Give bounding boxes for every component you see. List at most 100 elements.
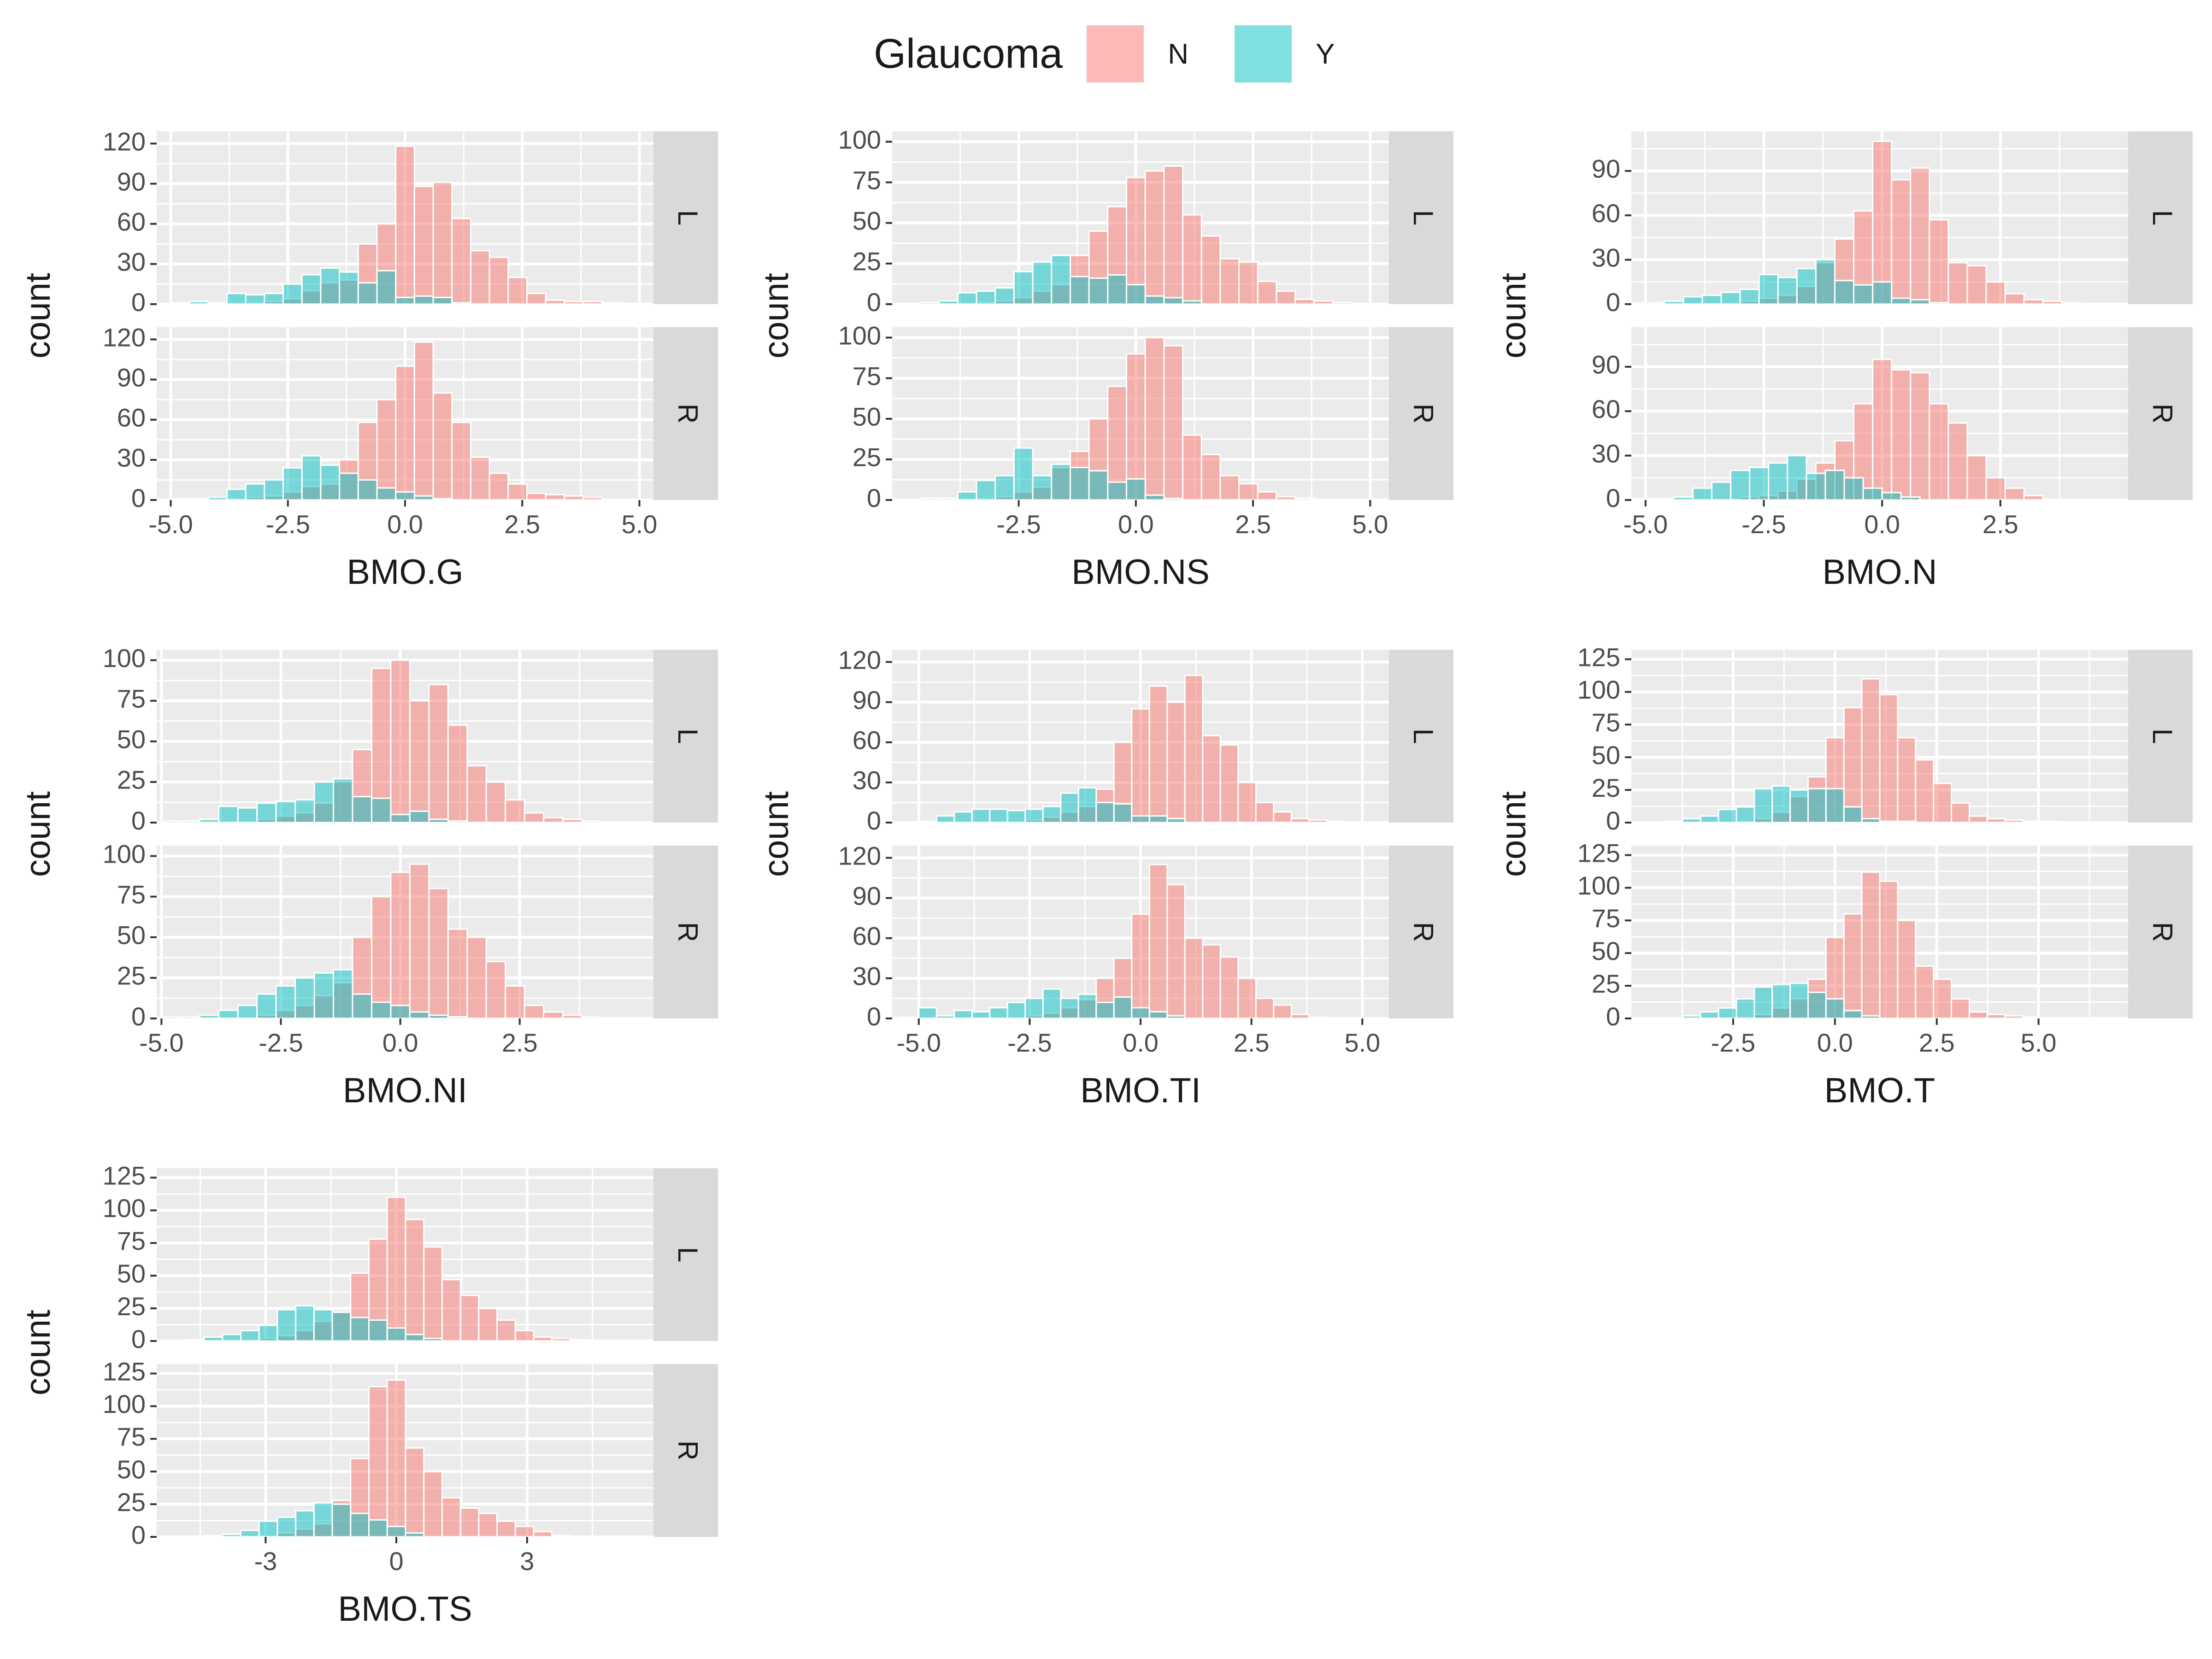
bar-n xyxy=(423,1471,443,1538)
bar-y xyxy=(1069,467,1090,501)
bar-n xyxy=(470,456,490,501)
bar-y xyxy=(1006,810,1026,824)
bar-y xyxy=(1789,982,1809,1019)
legend-title: Glaucoma xyxy=(874,30,1063,77)
x-tick-label: 2.5 xyxy=(1234,1028,1270,1057)
bar-y xyxy=(1777,276,1798,305)
bar-n xyxy=(545,494,565,501)
bar-y xyxy=(1042,806,1062,824)
bar-n xyxy=(1933,978,1953,1019)
x-tick-label: -3 xyxy=(254,1547,277,1576)
bar-n xyxy=(1872,141,1893,305)
bar-n xyxy=(1200,235,1221,305)
y-tick-label: 0 xyxy=(131,1002,146,1031)
bar-n xyxy=(395,145,415,305)
bar-n xyxy=(524,812,545,824)
bar-n xyxy=(376,399,397,501)
bar-y xyxy=(294,799,315,824)
bar-y xyxy=(1042,988,1062,1019)
facet-l: 0 25 50 75 100 125 L xyxy=(103,1161,718,1353)
bar-y xyxy=(1032,261,1053,305)
bar-y xyxy=(1861,1015,1881,1019)
bar-y xyxy=(199,818,220,824)
bar-y xyxy=(976,290,996,305)
bar-n xyxy=(386,1379,406,1538)
chart-bmo-ni: 0 25 50 75 100 L 0 25 50 75 100 R -5.0 -2.5 0.0 2.5 BMO.… xyxy=(18,643,718,1110)
bar-y xyxy=(320,464,341,501)
bar-n xyxy=(1163,345,1184,501)
facet-l: 0 25 50 75 100 125 L xyxy=(1577,642,2193,835)
bar-y xyxy=(1735,806,1755,824)
x-tick-label: -2.5 xyxy=(1711,1028,1756,1057)
y-axis-title: count xyxy=(757,791,796,877)
bar-n xyxy=(1326,820,1346,824)
y-tick-label: 25 xyxy=(1592,969,1620,998)
bar-y xyxy=(1060,792,1079,824)
bar-n xyxy=(1276,290,1296,305)
y-tick-label: 60 xyxy=(853,726,881,755)
bar-y xyxy=(245,294,265,305)
bar-y xyxy=(1024,997,1044,1019)
bar-y xyxy=(1807,991,1827,1019)
bar-n xyxy=(514,1525,535,1538)
x-tick-label: 0.0 xyxy=(1118,510,1154,539)
bar-y xyxy=(368,1319,388,1342)
y-tick-label: 30 xyxy=(853,962,881,991)
bar-n xyxy=(1219,475,1240,501)
facet-strip-label: L xyxy=(2147,729,2178,744)
bar-y xyxy=(1664,820,1683,824)
bar-y xyxy=(1125,284,1146,305)
x-tick-label: 5.0 xyxy=(1344,1028,1380,1057)
chart-bmo-t: 0 25 50 75 100 125 L 0 25 50 75 100 125 R -2.5 0.0 2.5 5.… xyxy=(1494,642,2193,1110)
bar-y xyxy=(1711,481,1732,501)
y-tick-label: 50 xyxy=(1592,741,1620,770)
facet-r: 0 25 50 75 100 R xyxy=(838,321,1453,512)
bar-n xyxy=(562,1014,583,1019)
bar-n xyxy=(1219,744,1239,824)
bar-y xyxy=(199,1014,220,1019)
bar-n xyxy=(1897,737,1917,824)
bar-n xyxy=(2004,487,2025,501)
y-tick-label: 0 xyxy=(1606,806,1620,835)
y-tick-label: 50 xyxy=(117,725,146,754)
x-tick-label: 0.0 xyxy=(1864,510,1900,539)
bar-y xyxy=(1635,498,1656,501)
bar-y xyxy=(276,1309,297,1342)
bar-n xyxy=(466,936,487,1019)
bar-y xyxy=(1131,1007,1150,1019)
bar-y xyxy=(376,270,397,305)
y-tick-label: 0 xyxy=(867,1002,881,1031)
y-tick-label: 25 xyxy=(853,247,881,276)
bar-n xyxy=(2004,819,2024,824)
y-tick-label: 25 xyxy=(117,1292,146,1321)
bar-y xyxy=(256,993,277,1019)
bar-n xyxy=(413,341,434,501)
facet-strip-label: L xyxy=(672,1247,703,1262)
chart-bmo-ti: 0 30 60 90 120 L 0 30 60 90 120 R -5.0 -2.5 0.0 2.5 5.0 B… xyxy=(757,645,1453,1110)
bar-y xyxy=(1088,470,1109,501)
bar-n xyxy=(485,781,506,824)
bar-y xyxy=(1853,284,1874,305)
y-tick-label: 25 xyxy=(117,1488,146,1517)
bar-y xyxy=(451,302,471,305)
bar-n xyxy=(582,496,603,501)
y-tick-label: 30 xyxy=(117,443,146,472)
bar-y xyxy=(413,495,434,501)
y-axis-title: count xyxy=(1494,273,1533,359)
y-tick-label: 50 xyxy=(117,1455,146,1484)
bar-n xyxy=(551,1337,571,1342)
bar-y xyxy=(245,483,265,501)
bar-n xyxy=(543,1011,564,1019)
bar-n xyxy=(1276,496,1296,501)
bar-y xyxy=(395,296,415,305)
x-tick-label: 0.0 xyxy=(1817,1028,1853,1057)
bar-n xyxy=(1879,694,1899,824)
y-tick-label: 0 xyxy=(131,806,146,835)
bar-n xyxy=(2023,494,2044,501)
bar-n xyxy=(390,871,411,1019)
facet-r: 0 25 50 75 100 R xyxy=(103,839,718,1031)
bar-n xyxy=(1290,1013,1310,1019)
x-tick-label: 2.5 xyxy=(502,1028,538,1057)
